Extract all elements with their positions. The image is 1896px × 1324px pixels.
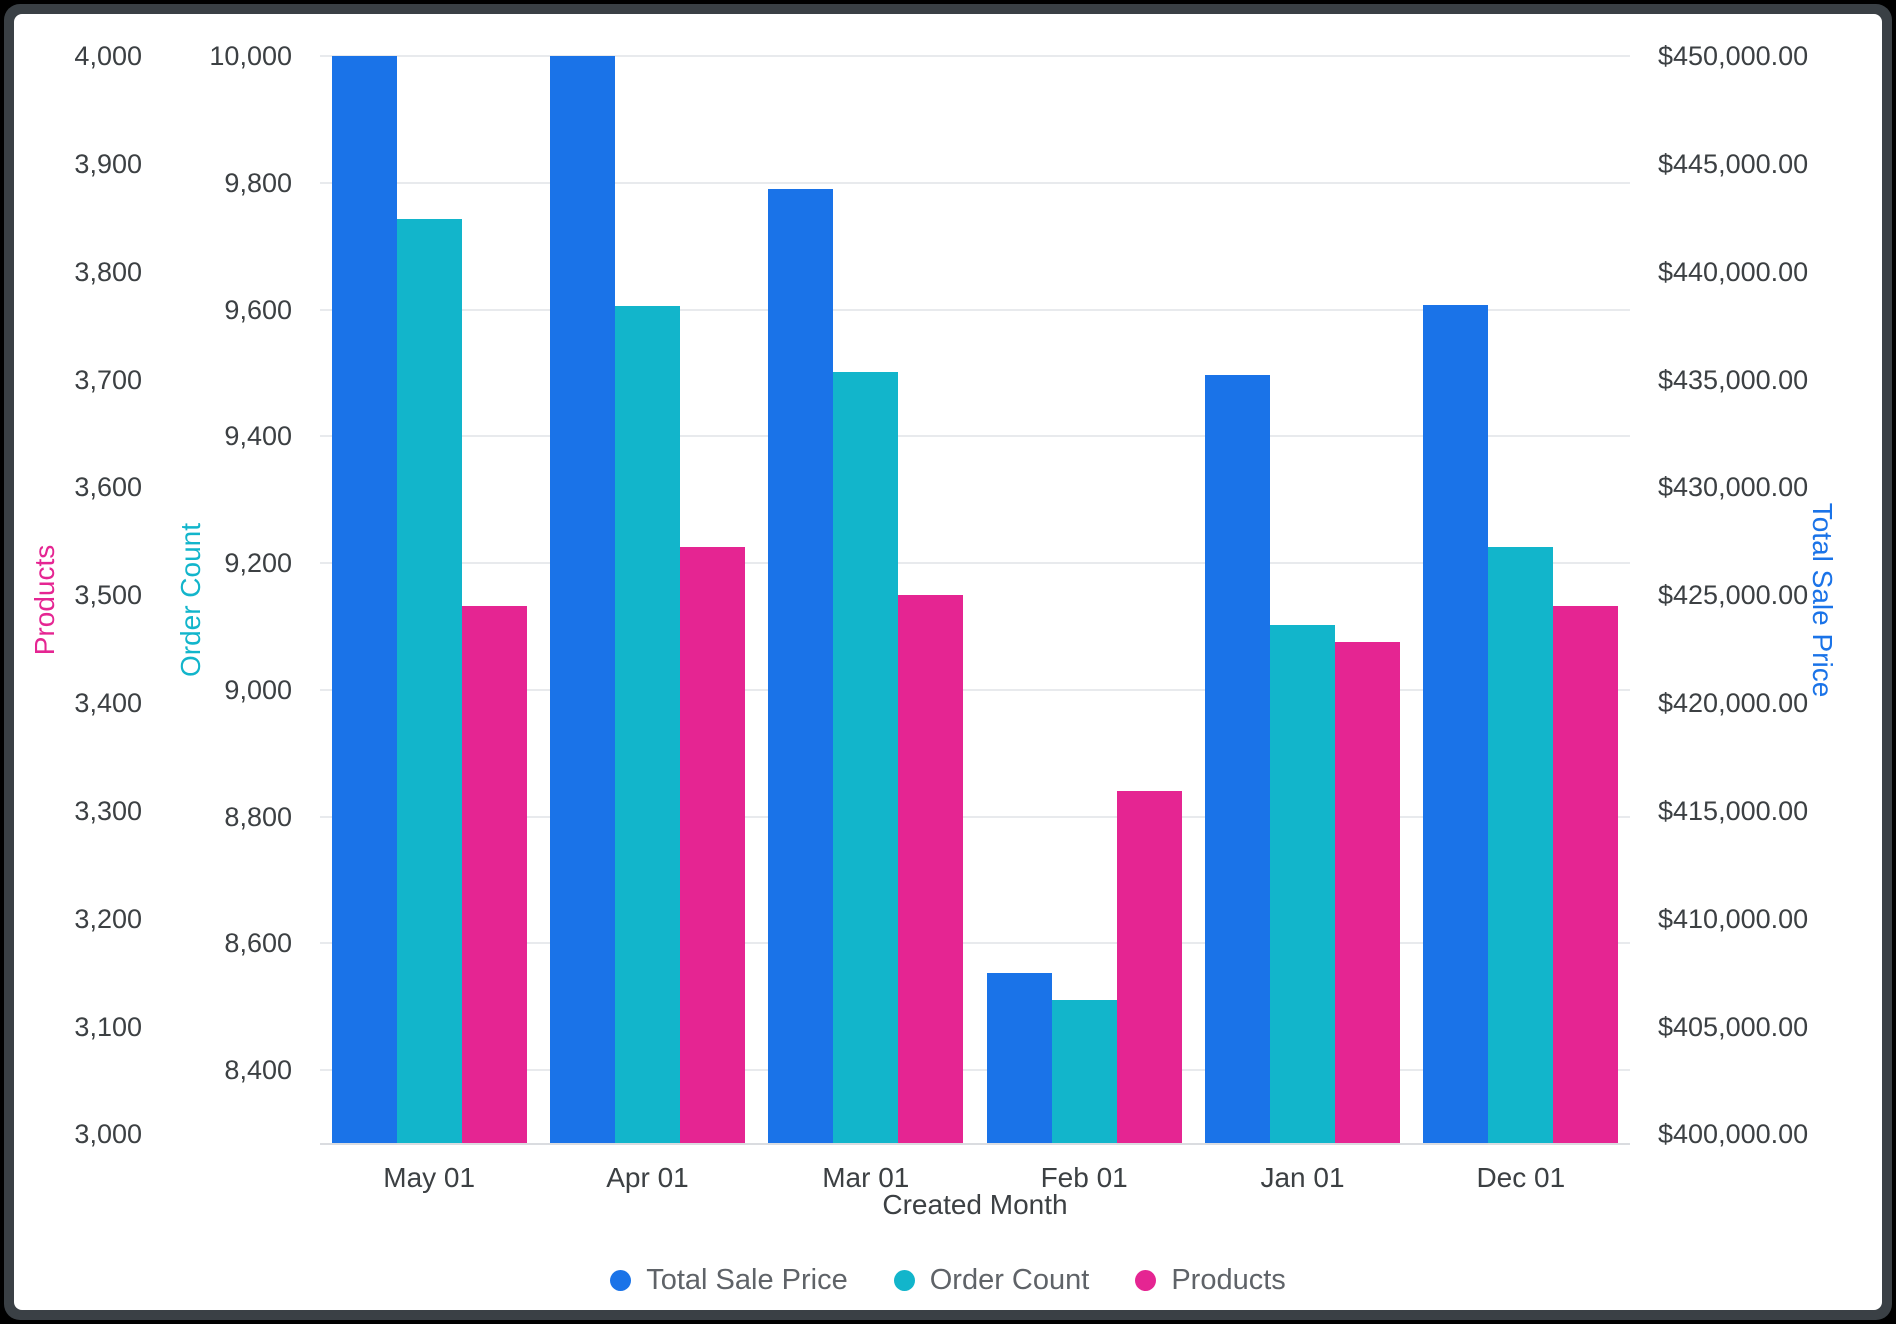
y-tick-products-3800: 3,800 bbox=[74, 256, 142, 287]
y-tick-order-8400: 8,400 bbox=[224, 1055, 292, 1086]
bar-total-sale-price-dec-01[interactable] bbox=[1423, 305, 1489, 1143]
bar-products-jan-01[interactable] bbox=[1335, 641, 1400, 1143]
bar-total-sale-price-jan-01[interactable] bbox=[1205, 375, 1270, 1143]
bar-order-count-feb-01[interactable] bbox=[1051, 999, 1117, 1143]
y-tick-products-3600: 3,600 bbox=[74, 472, 142, 503]
x-axis-line bbox=[320, 1143, 1630, 1145]
y-tick-price-425000: $425,000.00 bbox=[1658, 580, 1809, 611]
legend-label: Order Count bbox=[929, 1263, 1090, 1296]
y-tick-price-405000: $405,000.00 bbox=[1658, 1011, 1809, 1042]
y-tick-order-9000: 9,000 bbox=[224, 674, 292, 705]
y-tick-products-3400: 3,400 bbox=[74, 688, 142, 719]
x-tick-feb-01: Feb 01 bbox=[1040, 1162, 1128, 1193]
bar-products-mar-01[interactable] bbox=[898, 595, 964, 1143]
bar-products-feb-01[interactable] bbox=[1116, 791, 1182, 1143]
y-tick-price-435000: $435,000.00 bbox=[1658, 364, 1809, 395]
x-tick-jan-01: Jan 01 bbox=[1260, 1162, 1345, 1193]
bar-order-count-may-01[interactable] bbox=[396, 218, 462, 1143]
bar-order-count-apr-01[interactable] bbox=[615, 305, 680, 1143]
bar-order-count-jan-01[interactable] bbox=[1270, 625, 1335, 1143]
gridline-8600 bbox=[320, 942, 1630, 945]
legend-label: Total Sale Price bbox=[646, 1263, 848, 1296]
legend-dot-order-count bbox=[893, 1269, 915, 1291]
y-tick-price-445000: $445,000.00 bbox=[1658, 148, 1809, 179]
x-tick-dec-01: Dec 01 bbox=[1476, 1162, 1566, 1193]
y-tick-price-415000: $415,000.00 bbox=[1658, 795, 1809, 826]
legend-item-order-count[interactable]: Order Count bbox=[893, 1263, 1090, 1297]
legend-dot-total-sale-price bbox=[610, 1269, 632, 1291]
y-tick-products-4000: 4,000 bbox=[74, 41, 142, 71]
y-tick-price-440000: $440,000.00 bbox=[1658, 256, 1809, 287]
y-tick-products-3000: 3,000 bbox=[74, 1119, 142, 1150]
gridline-9600 bbox=[320, 308, 1630, 311]
y-tick-products-3300: 3,300 bbox=[74, 795, 142, 826]
gridline-10000 bbox=[320, 55, 1630, 57]
legend: Total Sale Price Order Count Products bbox=[0, 1258, 1896, 1302]
y-tick-price-420000: $420,000.00 bbox=[1658, 688, 1809, 719]
x-tick-apr-01: Apr 01 bbox=[606, 1162, 689, 1193]
gridline-9200 bbox=[320, 562, 1630, 565]
y-tick-price-450000: $450,000.00 bbox=[1658, 41, 1809, 71]
y-axis-title-products: Products bbox=[29, 544, 60, 656]
gridline-9800 bbox=[320, 181, 1630, 184]
bar-total-sale-price-may-01[interactable] bbox=[331, 56, 397, 1143]
y-tick-products-3900: 3,900 bbox=[74, 148, 142, 179]
y-tick-order-9800: 9,800 bbox=[224, 167, 292, 198]
x-tick-may-01: May 01 bbox=[383, 1162, 476, 1193]
y-tick-products-3200: 3,200 bbox=[74, 903, 142, 934]
y-tick-products-3700: 3,700 bbox=[74, 364, 142, 395]
gridline-8800 bbox=[320, 815, 1630, 818]
y-tick-order-8600: 8,600 bbox=[224, 928, 292, 959]
y-tick-products-3500: 3,500 bbox=[74, 580, 142, 611]
gridline-9400 bbox=[320, 435, 1630, 438]
bar-total-sale-price-apr-01[interactable] bbox=[550, 56, 615, 1143]
bar-order-count-dec-01[interactable] bbox=[1488, 547, 1554, 1143]
bar-total-sale-price-mar-01[interactable] bbox=[768, 188, 834, 1143]
bar-products-dec-01[interactable] bbox=[1553, 605, 1619, 1143]
y-tick-price-400000: $400,000.00 bbox=[1658, 1119, 1809, 1150]
bar-total-sale-price-feb-01[interactable] bbox=[986, 972, 1052, 1143]
y-tick-products-3100: 3,100 bbox=[74, 1011, 142, 1042]
y-tick-order-8800: 8,800 bbox=[224, 801, 292, 832]
y-tick-price-430000: $430,000.00 bbox=[1658, 472, 1809, 503]
legend-item-products[interactable]: Products bbox=[1135, 1263, 1286, 1297]
y-axis-title-order-count: Order Count bbox=[175, 522, 206, 678]
y-tick-order-9600: 9,600 bbox=[224, 294, 292, 325]
x-tick-mar-01: Mar 01 bbox=[822, 1162, 910, 1193]
x-axis-title: Created Month bbox=[882, 1189, 1068, 1220]
legend-label: Products bbox=[1171, 1263, 1286, 1296]
gridline-9000 bbox=[320, 688, 1630, 691]
bar-products-may-01[interactable] bbox=[461, 605, 527, 1143]
y-tick-order-9200: 9,200 bbox=[224, 548, 292, 579]
gridline-8400 bbox=[320, 1069, 1630, 1072]
y-tick-order-10000: 10,000 bbox=[209, 41, 292, 71]
legend-dot-products bbox=[1135, 1269, 1157, 1291]
bar-products-apr-01[interactable] bbox=[680, 546, 745, 1143]
y-tick-order-9400: 9,400 bbox=[224, 421, 292, 452]
bar-order-count-mar-01[interactable] bbox=[833, 372, 899, 1143]
legend-item-total-sale-price[interactable]: Total Sale Price bbox=[610, 1264, 848, 1297]
y-tick-price-410000: $410,000.00 bbox=[1658, 903, 1809, 934]
y-axis-title-total-sale-price: Total Sale Price bbox=[1807, 502, 1838, 698]
